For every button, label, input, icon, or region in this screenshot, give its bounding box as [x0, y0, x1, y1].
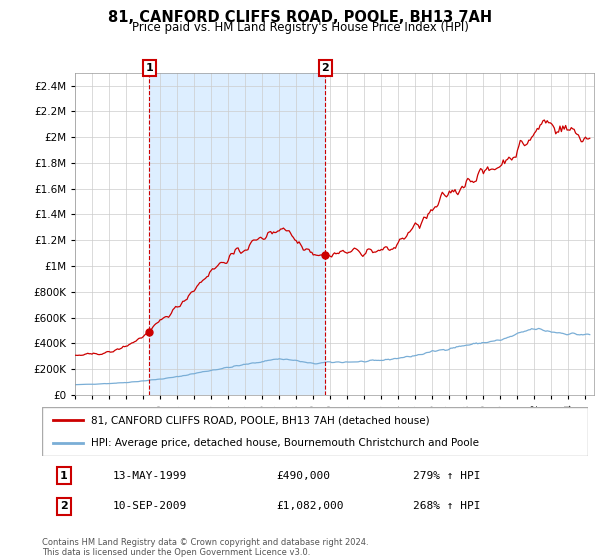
- Text: 81, CANFORD CLIFFS ROAD, POOLE, BH13 7AH (detached house): 81, CANFORD CLIFFS ROAD, POOLE, BH13 7AH…: [91, 416, 430, 426]
- Text: 2: 2: [322, 63, 329, 73]
- FancyBboxPatch shape: [42, 407, 588, 456]
- Text: £1,082,000: £1,082,000: [277, 501, 344, 511]
- Text: 1: 1: [60, 470, 68, 480]
- Text: 10-SEP-2009: 10-SEP-2009: [113, 501, 187, 511]
- Text: 279% ↑ HPI: 279% ↑ HPI: [413, 470, 481, 480]
- Text: Price paid vs. HM Land Registry's House Price Index (HPI): Price paid vs. HM Land Registry's House …: [131, 21, 469, 34]
- Text: Contains HM Land Registry data © Crown copyright and database right 2024.
This d: Contains HM Land Registry data © Crown c…: [42, 538, 368, 557]
- Text: 81, CANFORD CLIFFS ROAD, POOLE, BH13 7AH: 81, CANFORD CLIFFS ROAD, POOLE, BH13 7AH: [108, 10, 492, 25]
- Bar: [149, 73, 325, 395]
- Text: HPI: Average price, detached house, Bournemouth Christchurch and Poole: HPI: Average price, detached house, Bour…: [91, 438, 479, 448]
- Text: 13-MAY-1999: 13-MAY-1999: [113, 470, 187, 480]
- Text: 2: 2: [60, 501, 68, 511]
- Text: 1: 1: [145, 63, 153, 73]
- Text: £490,000: £490,000: [277, 470, 331, 480]
- Text: 268% ↑ HPI: 268% ↑ HPI: [413, 501, 481, 511]
